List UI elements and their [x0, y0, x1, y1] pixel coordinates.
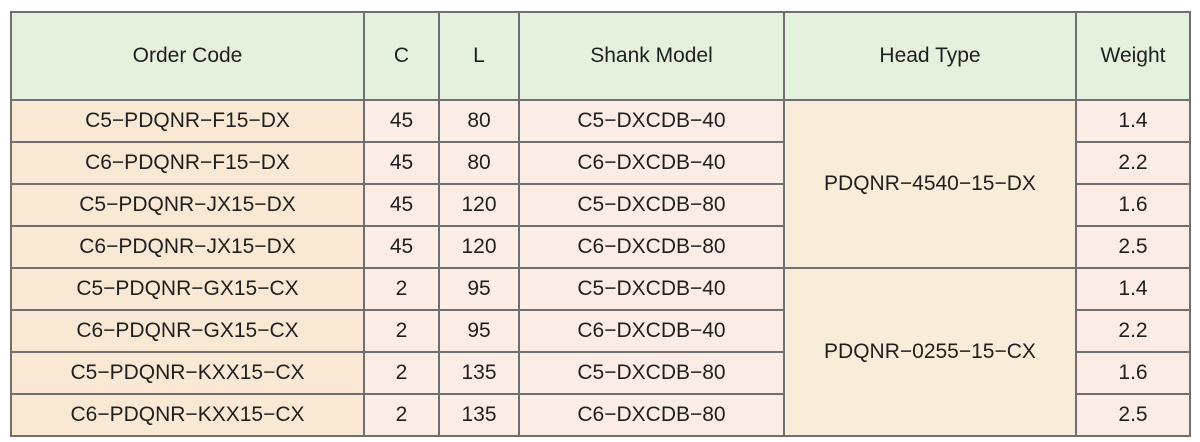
c-cell: 45: [363, 183, 440, 227]
header-l: L: [438, 11, 520, 101]
table-row: C5−PDQNR−GX15−CX 2 95 C5−DXCDB−40 PDQNR−…: [10, 267, 1191, 437]
c-cell: 2: [363, 267, 440, 311]
order-code-cell: C6−PDQNR−KXX15−CX: [10, 393, 365, 437]
shank-model-cell: C5−DXCDB−40: [518, 267, 785, 311]
c-cell: 2: [363, 351, 440, 395]
header-shank-model: Shank Model: [518, 11, 785, 101]
l-cell: 95: [438, 267, 520, 311]
header-c: C: [363, 11, 440, 101]
header-row: Order Code C L Shank Model Head Type Wei…: [10, 11, 1191, 101]
weight-cell: 2.5: [1075, 225, 1191, 269]
c-cell: 2: [363, 309, 440, 353]
header-head-type: Head Type: [783, 11, 1077, 101]
l-cell: 135: [438, 351, 520, 395]
table-row: C6−PDQNR−JX15−DX 45 120 C6−DXCDB−80 2.5: [10, 225, 1191, 269]
header-order-code: Order Code: [10, 11, 365, 101]
weight-cell: 1.4: [1075, 99, 1191, 143]
l-cell: 80: [438, 141, 520, 185]
order-code-cell: C5−PDQNR−KXX15−CX: [10, 351, 365, 395]
spec-table: Order Code C L Shank Model Head Type Wei…: [10, 11, 1191, 437]
header-weight: Weight: [1075, 11, 1191, 101]
shank-model-cell: C6−DXCDB−80: [518, 225, 785, 269]
l-cell: 120: [438, 183, 520, 227]
order-code-cell: C6−PDQNR−F15−DX: [10, 141, 365, 185]
c-cell: 2: [363, 393, 440, 437]
l-cell: 135: [438, 393, 520, 437]
shank-model-cell: C6−DXCDB−40: [518, 309, 785, 353]
shank-model-cell: C5−DXCDB−80: [518, 183, 785, 227]
shank-model-cell: C6−DXCDB−40: [518, 141, 785, 185]
table-row: C5−PDQNR−KXX15−CX 2 135 C5−DXCDB−80 1.6: [10, 351, 1191, 395]
l-cell: 95: [438, 309, 520, 353]
c-cell: 45: [363, 99, 440, 143]
order-code-cell: C5−PDQNR−GX15−CX: [10, 267, 365, 311]
c-cell: 45: [363, 141, 440, 185]
table-row: C6−PDQNR−F15−DX 45 80 C6−DXCDB−40 2.2: [10, 141, 1191, 185]
order-code-cell: C5−PDQNR−F15−DX: [10, 99, 365, 143]
c-cell: 45: [363, 225, 440, 269]
shank-model-cell: C6−DXCDB−80: [518, 393, 785, 437]
weight-cell: 1.6: [1075, 351, 1191, 395]
order-code-cell: C6−PDQNR−GX15−CX: [10, 309, 365, 353]
shank-model-cell: C5−DXCDB−40: [518, 99, 785, 143]
weight-cell: 1.4: [1075, 267, 1191, 311]
shank-model-cell: C5−DXCDB−80: [518, 351, 785, 395]
spec-table-frame: Order Code C L Shank Model Head Type Wei…: [10, 11, 1191, 437]
table-row: C5−PDQNR−JX15−DX 45 120 C5−DXCDB−80 1.6: [10, 183, 1191, 227]
l-cell: 80: [438, 99, 520, 143]
table-row: C6−PDQNR−GX15−CX 2 95 C6−DXCDB−40 2.2: [10, 309, 1191, 353]
head-type-cell: PDQNR−0255−15−CX: [783, 267, 1077, 437]
weight-cell: 2.2: [1075, 141, 1191, 185]
order-code-cell: C6−PDQNR−JX15−DX: [10, 225, 365, 269]
weight-cell: 2.2: [1075, 309, 1191, 353]
weight-cell: 2.5: [1075, 393, 1191, 437]
order-code-cell: C5−PDQNR−JX15−DX: [10, 183, 365, 227]
head-type-cell: PDQNR−4540−15−DX: [783, 99, 1077, 269]
table-row: C6−PDQNR−KXX15−CX 2 135 C6−DXCDB−80 2.5: [10, 393, 1191, 437]
l-cell: 120: [438, 225, 520, 269]
table-row: C5−PDQNR−F15−DX 45 80 C5−DXCDB−40 PDQNR−…: [10, 99, 1191, 269]
weight-cell: 1.6: [1075, 183, 1191, 227]
